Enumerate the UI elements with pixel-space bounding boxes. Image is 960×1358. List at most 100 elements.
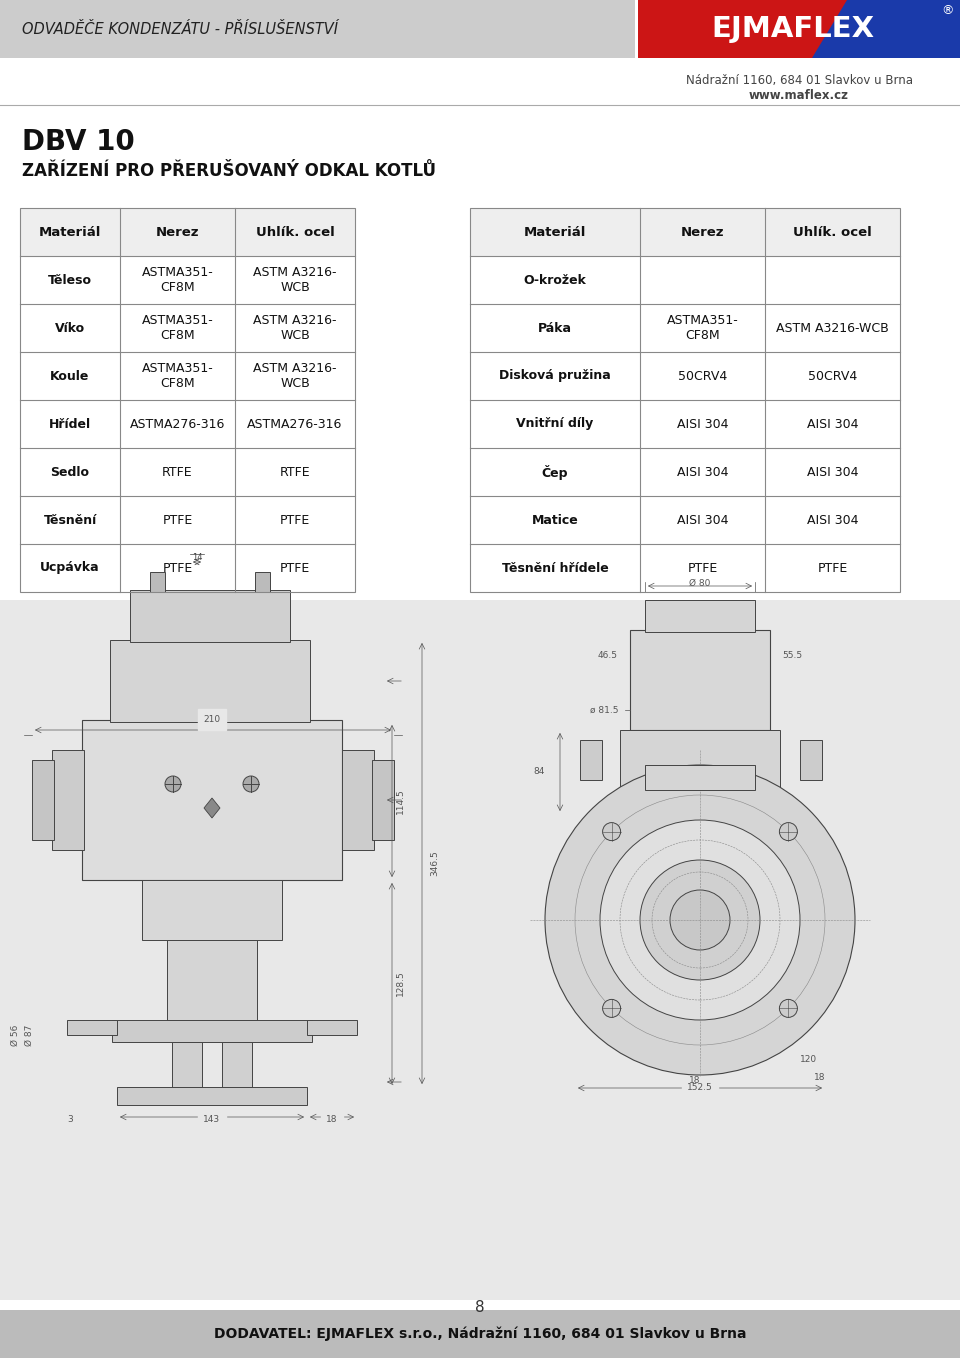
Text: 128.5: 128.5 bbox=[396, 971, 405, 997]
Bar bbox=[638, 0, 960, 58]
Text: Vnitřní díly: Vnitřní díly bbox=[516, 417, 593, 430]
Bar bbox=[765, 545, 900, 592]
Text: 346.5: 346.5 bbox=[430, 850, 439, 876]
Bar bbox=[765, 401, 900, 448]
Text: Sedlo: Sedlo bbox=[51, 466, 89, 478]
Bar bbox=[342, 750, 374, 850]
Circle shape bbox=[545, 765, 855, 1076]
Text: AISI 304: AISI 304 bbox=[677, 466, 729, 478]
Text: 46.5: 46.5 bbox=[598, 650, 618, 660]
Bar bbox=[640, 257, 765, 304]
Bar bbox=[32, 760, 54, 841]
Bar bbox=[470, 352, 640, 401]
Bar bbox=[20, 545, 120, 592]
Circle shape bbox=[670, 889, 730, 951]
Text: O-krožek: O-krožek bbox=[523, 273, 587, 287]
Text: 114.5: 114.5 bbox=[396, 788, 405, 813]
Text: Těsnění: Těsnění bbox=[43, 513, 97, 527]
Text: ø 81.5: ø 81.5 bbox=[589, 706, 618, 714]
Bar bbox=[470, 208, 640, 257]
Text: AISI 304: AISI 304 bbox=[677, 513, 729, 527]
Bar bbox=[235, 401, 355, 448]
Text: Čep: Čep bbox=[541, 464, 568, 479]
Bar bbox=[765, 208, 900, 257]
Text: ZAŘÍZENÍ PRO PŘERUŠOVANÝ ODKAL KOTLŮ: ZAŘÍZENÍ PRO PŘERUŠOVANÝ ODKAL KOTLŮ bbox=[22, 162, 436, 181]
Text: 50CRV4: 50CRV4 bbox=[808, 369, 857, 383]
Bar bbox=[630, 630, 770, 731]
Bar bbox=[150, 572, 165, 592]
Bar bbox=[120, 545, 235, 592]
Bar bbox=[120, 352, 235, 401]
Bar bbox=[235, 448, 355, 496]
Text: 18: 18 bbox=[326, 1115, 338, 1124]
Bar bbox=[580, 740, 602, 779]
Text: RTFE: RTFE bbox=[162, 466, 193, 478]
Bar bbox=[645, 600, 755, 631]
Bar bbox=[20, 208, 120, 257]
Text: 14: 14 bbox=[192, 553, 203, 562]
Bar bbox=[67, 1020, 117, 1035]
Bar bbox=[372, 760, 394, 841]
Text: ®: ® bbox=[942, 4, 954, 18]
Text: 120: 120 bbox=[800, 1055, 817, 1065]
Text: AISI 304: AISI 304 bbox=[806, 466, 858, 478]
Text: ASTMA351-
CF8M: ASTMA351- CF8M bbox=[666, 314, 738, 342]
Bar bbox=[120, 257, 235, 304]
Text: PTFE: PTFE bbox=[280, 561, 310, 574]
Text: Těsnění hřídele: Těsnění hřídele bbox=[502, 561, 609, 574]
Bar bbox=[640, 496, 765, 545]
Bar bbox=[235, 257, 355, 304]
Text: 210: 210 bbox=[204, 716, 221, 724]
Bar bbox=[222, 1042, 252, 1086]
Bar bbox=[470, 496, 640, 545]
Bar bbox=[0, 0, 635, 58]
Text: PTFE: PTFE bbox=[162, 561, 193, 574]
Bar bbox=[470, 401, 640, 448]
Bar bbox=[640, 448, 765, 496]
Bar bbox=[765, 257, 900, 304]
Bar bbox=[235, 208, 355, 257]
Text: Materiál: Materiál bbox=[38, 225, 101, 239]
Bar bbox=[142, 880, 282, 940]
Text: Víko: Víko bbox=[55, 322, 85, 334]
Bar bbox=[640, 208, 765, 257]
Text: ASTMA351-
CF8M: ASTMA351- CF8M bbox=[142, 363, 213, 390]
Circle shape bbox=[640, 860, 760, 980]
Bar bbox=[20, 257, 120, 304]
Circle shape bbox=[603, 999, 620, 1017]
Bar bbox=[307, 1020, 357, 1035]
Text: 55.5: 55.5 bbox=[782, 650, 803, 660]
Text: Materiál: Materiál bbox=[524, 225, 587, 239]
Polygon shape bbox=[812, 0, 960, 58]
Bar bbox=[765, 352, 900, 401]
Bar bbox=[172, 1042, 202, 1086]
Text: Ucpávka: Ucpávka bbox=[40, 561, 100, 574]
Bar bbox=[235, 352, 355, 401]
Text: 18: 18 bbox=[814, 1073, 826, 1082]
Bar bbox=[120, 496, 235, 545]
Text: Uhlík. ocel: Uhlík. ocel bbox=[793, 225, 872, 239]
Text: Ø 56: Ø 56 bbox=[11, 1024, 20, 1046]
Circle shape bbox=[603, 823, 620, 841]
Bar bbox=[640, 304, 765, 352]
Text: Matice: Matice bbox=[532, 513, 578, 527]
Text: Disková pružina: Disková pružina bbox=[499, 369, 611, 383]
Text: Koule: Koule bbox=[50, 369, 89, 383]
Bar bbox=[52, 750, 84, 850]
Bar bbox=[645, 765, 755, 790]
Text: Uhlík. ocel: Uhlík. ocel bbox=[255, 225, 334, 239]
Text: 3: 3 bbox=[67, 1115, 73, 1124]
Text: Nerez: Nerez bbox=[156, 225, 200, 239]
Bar bbox=[470, 208, 900, 592]
Bar bbox=[255, 572, 270, 592]
Polygon shape bbox=[204, 799, 220, 818]
Bar bbox=[765, 304, 900, 352]
Text: PTFE: PTFE bbox=[280, 513, 310, 527]
Bar bbox=[167, 940, 257, 1020]
Text: ODVADĚČE KONDENZÁTU - PŘÍSLUŠENSTVÍ: ODVADĚČE KONDENZÁTU - PŘÍSLUŠENSTVÍ bbox=[22, 22, 338, 37]
Text: ASTMA276-316: ASTMA276-316 bbox=[130, 417, 226, 430]
Bar bbox=[470, 545, 640, 592]
Text: ASTM A3216-
WCB: ASTM A3216- WCB bbox=[253, 266, 337, 293]
Bar bbox=[112, 1020, 312, 1042]
Circle shape bbox=[780, 823, 798, 841]
